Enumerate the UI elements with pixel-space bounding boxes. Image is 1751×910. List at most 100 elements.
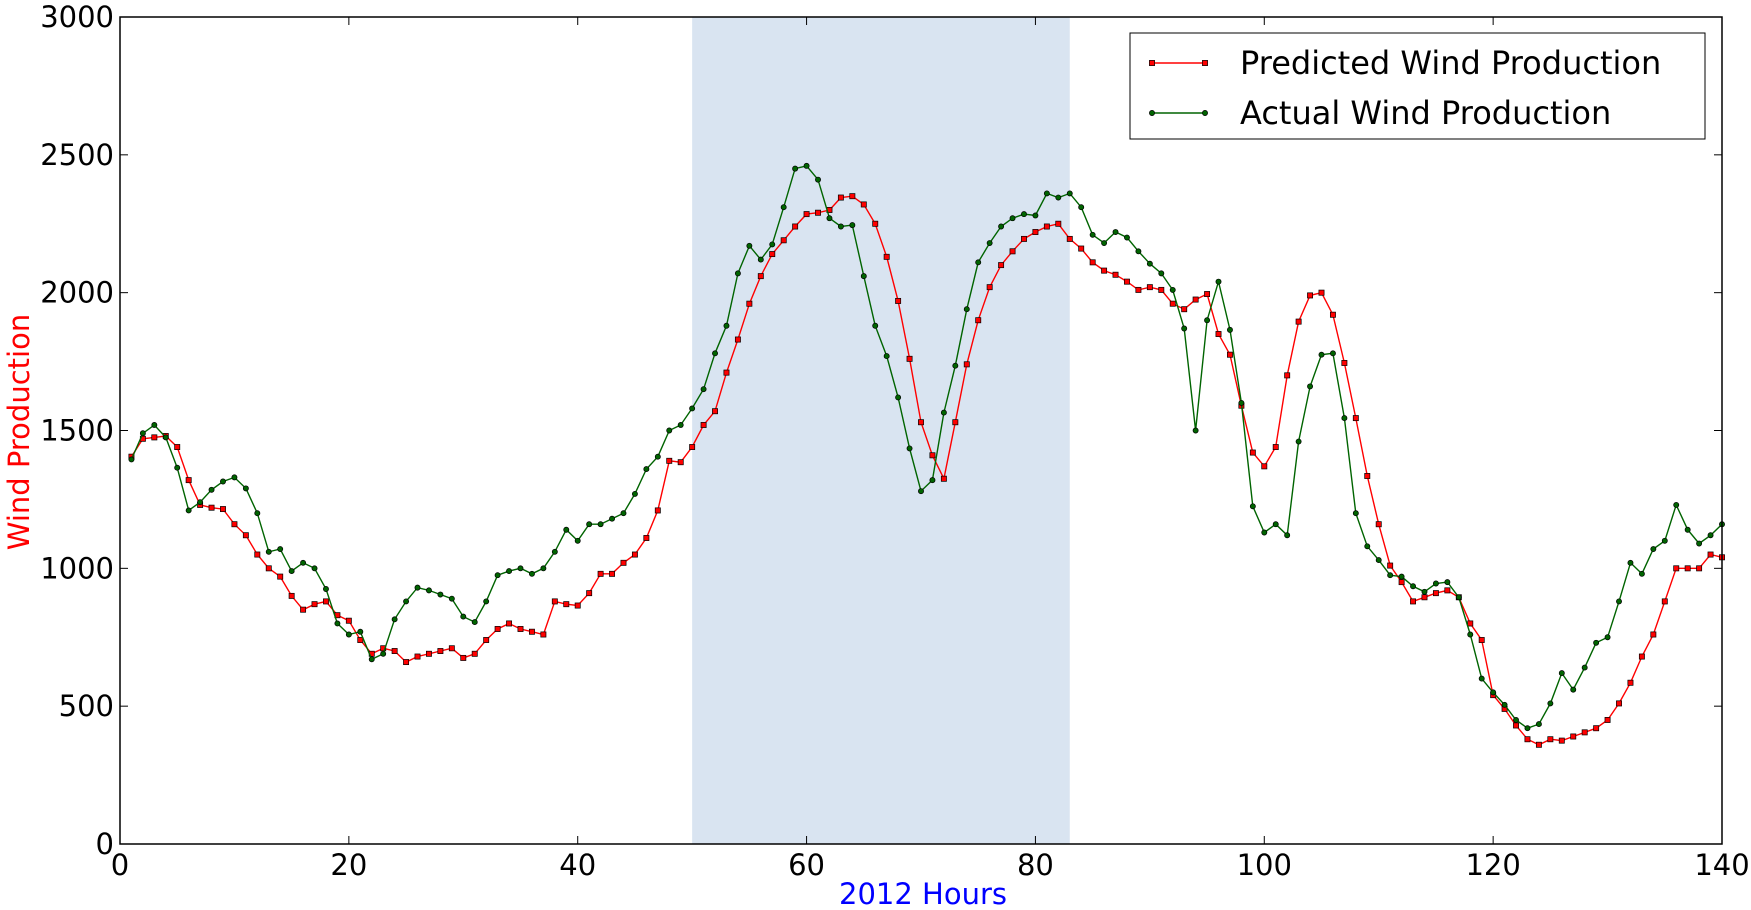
predicted-point: [1558, 737, 1565, 744]
actual-point: [1432, 580, 1439, 587]
actual-point: [872, 322, 879, 329]
actual-point: [265, 548, 272, 555]
actual-point: [975, 259, 982, 266]
predicted-point: [1169, 300, 1176, 307]
x-tick-label: 120: [1465, 848, 1520, 882]
actual-point: [677, 422, 684, 428]
actual-point: [1101, 240, 1108, 246]
actual-point: [551, 548, 558, 555]
actual-point: [940, 409, 947, 416]
predicted-point: [1581, 729, 1588, 736]
actual-point: [437, 591, 444, 598]
actual-point: [574, 537, 581, 544]
predicted-point: [1661, 598, 1668, 605]
predicted-point: [940, 475, 947, 482]
x-tick-label: 60: [788, 848, 825, 882]
predicted-point: [586, 590, 593, 597]
predicted-point: [1089, 259, 1096, 266]
predicted-point: [1616, 700, 1622, 707]
legend-predicted-label: Predicted Wind Production: [1240, 44, 1661, 82]
actual-point: [1158, 270, 1165, 277]
predicted-point: [1146, 284, 1153, 291]
actual-point: [1696, 540, 1703, 547]
predicted-point: [895, 297, 902, 304]
predicted-point: [1078, 245, 1085, 252]
predicted-point: [872, 220, 879, 227]
actual-point: [128, 456, 135, 463]
y-tick-label: 3000: [40, 0, 114, 34]
actual-point: [689, 405, 696, 412]
predicted-point: [792, 223, 799, 230]
predicted-point: [528, 628, 535, 635]
predicted-point: [1352, 415, 1359, 422]
predicted-point: [1673, 565, 1680, 572]
actual-point: [1524, 725, 1531, 732]
actual-point: [826, 215, 833, 222]
actual-point: [643, 466, 650, 473]
predicted-point: [1341, 360, 1348, 366]
actual-point: [426, 587, 432, 594]
predicted-point: [151, 434, 158, 441]
actual-point: [1616, 598, 1622, 605]
actual-point: [391, 616, 398, 623]
predicted-point: [609, 570, 615, 577]
actual-point: [1444, 579, 1451, 586]
actual-point: [1535, 721, 1542, 728]
actual-point: [1558, 670, 1565, 677]
predicted-point: [357, 637, 364, 643]
actual-line: [130, 165, 1723, 729]
predicted-point: [1513, 722, 1519, 729]
predicted-point: [849, 193, 856, 200]
actual-point: [734, 270, 741, 277]
predicted-point: [677, 459, 684, 466]
actual-point: [242, 485, 249, 492]
predicted-point: [288, 592, 295, 599]
predicted-point: [494, 626, 501, 632]
predicted-point: [265, 565, 272, 572]
actual-point: [1078, 204, 1085, 211]
actual-point: [998, 223, 1005, 230]
actual-point: [197, 499, 204, 506]
predicted-point: [540, 631, 547, 638]
predicted-point: [1684, 565, 1691, 572]
predicted-point: [837, 194, 844, 201]
actual-point: [723, 322, 730, 329]
actual-point: [597, 521, 604, 528]
actual-point: [1352, 510, 1359, 517]
predicted-point: [620, 559, 627, 566]
predicted-point: [1524, 736, 1531, 743]
predicted-point: [1535, 741, 1542, 748]
predicted-point: [174, 444, 181, 450]
actual-point: [254, 510, 261, 517]
actual-point: [906, 445, 913, 452]
predicted-point: [1181, 306, 1188, 313]
y-tick-label: 1000: [40, 551, 114, 585]
actual-point: [300, 559, 307, 566]
actual-point: [1204, 317, 1211, 324]
actual-point: [471, 619, 478, 626]
predicted-point: [860, 201, 867, 208]
predicted-point: [1364, 473, 1371, 479]
actual-point: [174, 464, 181, 471]
predicted-point: [643, 535, 650, 541]
actual-point: [528, 570, 535, 577]
predicted-point: [929, 452, 936, 459]
actual-point: [1570, 686, 1577, 693]
actual-point: [1410, 583, 1416, 590]
predicted-point: [1307, 292, 1314, 299]
predicted-point: [448, 645, 455, 652]
actual-point: [1009, 215, 1016, 222]
predicted-point: [185, 477, 192, 484]
actual-point: [860, 273, 867, 280]
predicted-point: [517, 626, 524, 632]
y-tick-label: 2000: [40, 276, 114, 310]
actual-point: [1307, 383, 1314, 390]
actual-point: [803, 162, 810, 169]
predicted-point: [1650, 631, 1657, 638]
actual-point: [277, 546, 284, 552]
predicted-point: [1009, 248, 1016, 255]
predicted-point: [1227, 351, 1233, 358]
x-tick-label: 100: [1237, 848, 1292, 882]
predicted-point: [1261, 463, 1268, 470]
